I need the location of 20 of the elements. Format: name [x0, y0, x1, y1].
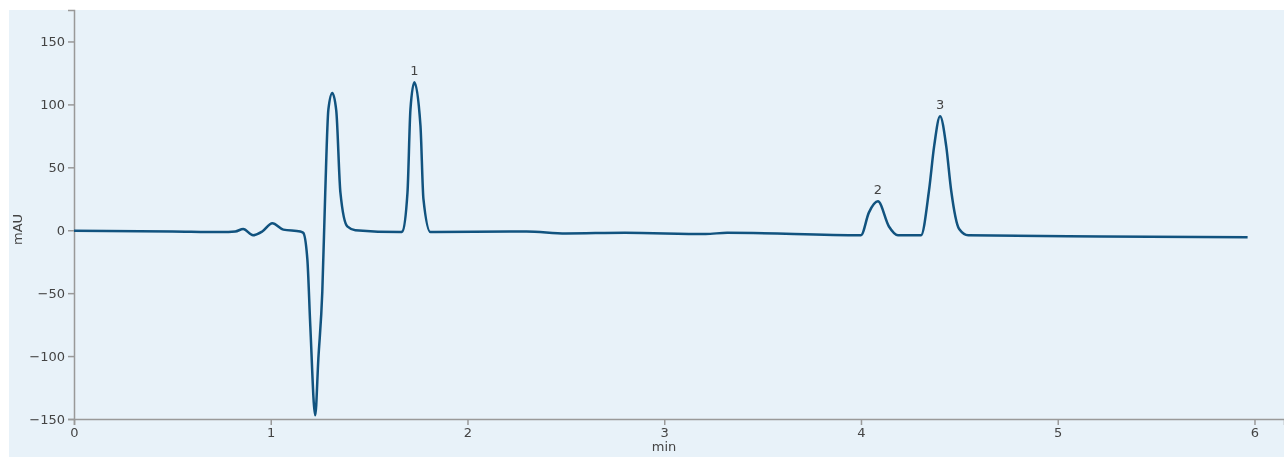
x-tick-label: 4	[857, 425, 866, 441]
y-tick-label: −150	[29, 411, 65, 427]
y-tick-label: 50	[48, 159, 65, 175]
x-tick-label: 3	[660, 425, 669, 441]
annotation: 3	[935, 97, 945, 113]
x-axis-title: min	[651, 439, 677, 454]
annotation: 2	[873, 182, 883, 198]
y-tick-label: 150	[40, 34, 65, 50]
y-axis-title: mAU	[10, 213, 25, 246]
x-tick-label: 0	[70, 425, 79, 441]
y-tick-label: 100	[40, 97, 65, 113]
x-tick-label: 1	[267, 425, 276, 441]
x-tick-label: 2	[463, 425, 473, 441]
line-series	[72, 81, 1249, 417]
y-tick-label: 0	[56, 222, 65, 238]
x-tick-label: 6	[1250, 425, 1260, 441]
annotation: 1	[410, 63, 419, 79]
y-tick-label: −50	[37, 285, 65, 301]
x-tick-label: 5	[1054, 425, 1063, 441]
y-tick-label: −100	[29, 348, 65, 364]
